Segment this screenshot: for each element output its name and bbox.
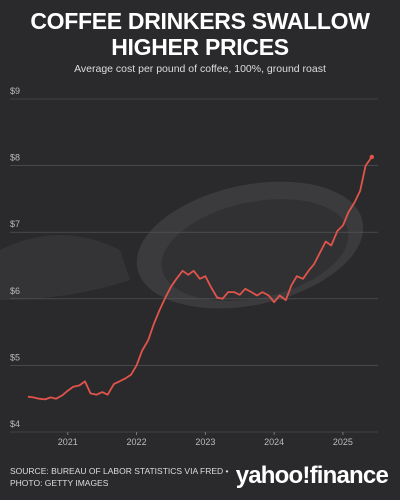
x-tick-label: 2024	[264, 437, 284, 447]
y-tick-label: $4	[10, 419, 20, 429]
source: SOURCE: BUREAU OF LABOR STATISTICS VIA F…	[10, 466, 229, 476]
y-tick-label: $5	[10, 352, 20, 362]
background-photo	[0, 181, 364, 309]
y-tick-label: $7	[10, 219, 20, 229]
x-tick-label: 2022	[127, 437, 147, 447]
x-tick-label: 2023	[195, 437, 215, 447]
photo-credit: PHOTO: GETTY IMAGES	[10, 478, 109, 488]
chart-title: COFFEE DRINKERS SWALLOW HIGHER PRICES	[30, 8, 370, 60]
chart-subtitle: Average cost per pound of coffee, 100%, …	[74, 63, 326, 75]
end-dot	[369, 154, 375, 160]
y-tick-label: $9	[10, 86, 20, 96]
y-tick-label: $6	[10, 286, 20, 296]
y-tick-label: $8	[10, 153, 20, 163]
x-tick-label: 2025	[333, 437, 353, 447]
price-line	[27, 156, 373, 401]
logo: yahoo!finance	[235, 462, 389, 489]
x-tick-label: 2021	[58, 437, 78, 447]
